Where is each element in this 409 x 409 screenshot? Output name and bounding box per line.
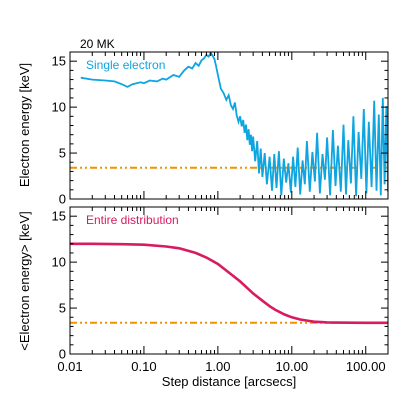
y-tick-label: 15 — [52, 209, 66, 224]
chart-title: 20 MK — [80, 37, 115, 51]
single-electron-panel: 20 MK 0 5 10 15 Single electron Electron en… — [17, 37, 389, 207]
x-tick-label: 100.00 — [346, 359, 386, 374]
distribution-series-line — [70, 242, 388, 325]
x-axis-label: Step distance [arcsecs] — [162, 374, 296, 389]
single-electron-series-line — [80, 52, 388, 197]
x-tick-label: 0.10 — [131, 359, 156, 374]
x-tick-label: 1.00 — [205, 359, 230, 374]
bottom-y-axis-label: <Electron energy> [keV] — [17, 211, 32, 350]
x-tick-label: 10.00 — [276, 359, 309, 374]
y-tick-label: 10 — [52, 255, 66, 270]
y-tick-label: 15 — [52, 54, 66, 69]
single-electron-label: Single electron — [86, 58, 165, 72]
distribution-panel: 0 5 10 15 0.01 0.10 1.00 10.00 100.00 Entire dis… — [17, 206, 389, 389]
y-tick-label: 5 — [59, 146, 66, 161]
x-tick-label: 0.01 — [57, 359, 82, 374]
entire-distribution-label: Entire distribution — [86, 213, 179, 227]
bottom-plot-frame — [69, 206, 389, 355]
y-tick-label: 0 — [59, 347, 66, 362]
top-y-axis-label: Electron energy [keV] — [17, 63, 32, 187]
y-tick-label: 5 — [59, 301, 66, 316]
y-tick-label: 10 — [52, 100, 66, 115]
y-tick-label: 0 — [59, 192, 66, 207]
